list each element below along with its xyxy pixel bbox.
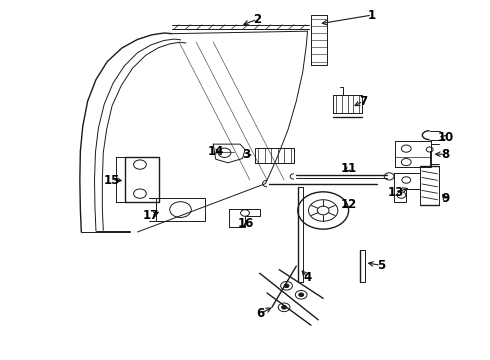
Text: 2: 2 [253,13,261,26]
Circle shape [299,293,304,297]
Text: 8: 8 [441,148,449,161]
Text: 15: 15 [104,174,120,186]
Circle shape [282,306,287,309]
Circle shape [284,284,289,288]
Text: 14: 14 [207,145,224,158]
Text: 5: 5 [377,259,385,272]
Circle shape [318,206,329,215]
Text: 12: 12 [341,198,357,211]
Text: 3: 3 [242,148,250,161]
Text: 16: 16 [238,217,254,230]
Text: 9: 9 [441,192,449,205]
Text: 10: 10 [437,131,453,144]
Text: 11: 11 [341,162,357,175]
Text: 17: 17 [143,210,159,222]
Text: 7: 7 [359,95,368,108]
Text: 13: 13 [388,186,404,199]
Text: 6: 6 [256,307,265,320]
Text: 4: 4 [303,271,312,284]
Text: 1: 1 [368,9,376,22]
